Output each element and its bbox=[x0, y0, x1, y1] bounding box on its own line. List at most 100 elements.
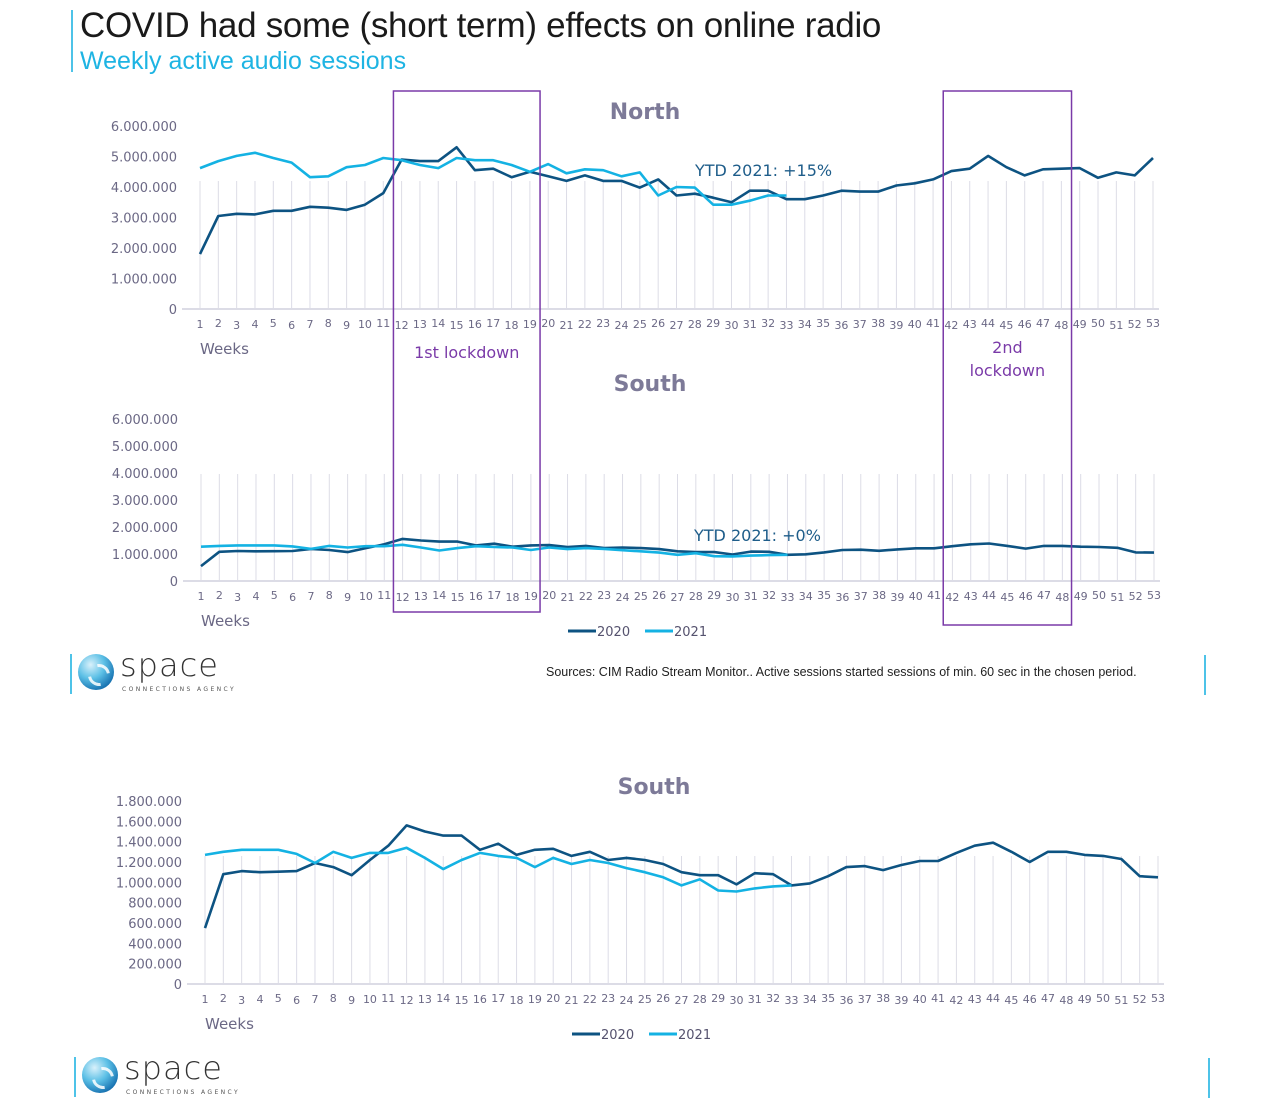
x-axis-label: Weeks bbox=[200, 340, 249, 358]
x-tick-label: 29 bbox=[711, 992, 725, 1005]
x-tick-label: 48 bbox=[1055, 591, 1069, 604]
x-tick-label: 9 bbox=[348, 994, 355, 1007]
x-tick-label: 10 bbox=[363, 993, 377, 1006]
x-tick-label: 8 bbox=[325, 317, 332, 330]
x-tick-label: 11 bbox=[376, 317, 390, 330]
y-tick-label: 0 bbox=[170, 575, 178, 590]
x-tick-label: 51 bbox=[1110, 591, 1124, 604]
x-tick-label: 25 bbox=[633, 318, 647, 331]
x-tick-label: 52 bbox=[1133, 993, 1147, 1006]
x-tick-label: 23 bbox=[597, 589, 611, 602]
x-tick-label: 45 bbox=[999, 319, 1013, 332]
ytd-annotation: YTD 2021: +15% bbox=[694, 161, 832, 180]
x-tick-label: 45 bbox=[1000, 591, 1014, 604]
x-tick-label: 4 bbox=[256, 993, 263, 1006]
y-tick-label: 3.000.000 bbox=[112, 494, 178, 509]
x-tick-label: 24 bbox=[616, 591, 630, 604]
x-tick-label: 13 bbox=[414, 590, 428, 603]
x-tick-label: 18 bbox=[506, 591, 520, 604]
logo-name: space bbox=[120, 646, 219, 684]
legend-label-2021: 2021 bbox=[674, 625, 707, 640]
legend-label-2021: 2021 bbox=[678, 1028, 711, 1043]
footer-accent-line-2 bbox=[1208, 1058, 1210, 1098]
x-tick-label: 43 bbox=[963, 318, 977, 331]
y-tick-label: 4.000.000 bbox=[111, 181, 177, 196]
x-tick-label: 40 bbox=[913, 993, 927, 1006]
x-tick-label: 31 bbox=[744, 590, 758, 603]
x-tick-label: 28 bbox=[688, 318, 702, 331]
globe-icon bbox=[78, 654, 114, 690]
logo-tagline: CONNECTIONS AGENCY bbox=[122, 686, 237, 693]
y-tick-label: 1.800.000 bbox=[116, 795, 182, 810]
y-tick-label: 200.000 bbox=[128, 958, 182, 973]
x-tick-label: 53 bbox=[1147, 589, 1161, 602]
x-tick-label: 5 bbox=[270, 317, 277, 330]
x-tick-label: 28 bbox=[693, 993, 707, 1006]
x-tick-label: 18 bbox=[510, 994, 524, 1007]
x-tick-label: 3 bbox=[238, 994, 245, 1007]
x-tick-label: 48 bbox=[1054, 319, 1068, 332]
x-tick-label: 36 bbox=[835, 591, 849, 604]
x-tick-label: 22 bbox=[578, 318, 592, 331]
x-tick-label: 33 bbox=[780, 591, 794, 604]
chart-title: North bbox=[610, 100, 681, 125]
x-axis-label: Weeks bbox=[201, 612, 250, 630]
x-tick-label: 14 bbox=[431, 317, 445, 330]
x-tick-label: 15 bbox=[451, 591, 465, 604]
footer-accent-line bbox=[1204, 655, 1206, 695]
x-tick-label: 12 bbox=[396, 591, 410, 604]
x-tick-label: 30 bbox=[729, 994, 743, 1007]
x-tick-label: 31 bbox=[748, 993, 762, 1006]
legends: 2020 2021 2020 2021 bbox=[568, 625, 711, 1043]
x-tick-label: 18 bbox=[505, 319, 519, 332]
x-tick-label: 26 bbox=[651, 317, 665, 330]
y-tick-label: 600.000 bbox=[128, 917, 182, 932]
x-tick-label: 49 bbox=[1074, 590, 1088, 603]
x-tick-label: 47 bbox=[1036, 317, 1050, 330]
x-tick-label: 20 bbox=[541, 317, 555, 330]
x-tick-label: 37 bbox=[854, 590, 868, 603]
x-tick-label: 32 bbox=[762, 589, 776, 602]
x-tick-label: 29 bbox=[706, 317, 720, 330]
y-tick-label: 1.400.000 bbox=[116, 836, 182, 851]
x-tick-label: 39 bbox=[890, 591, 904, 604]
logo-accent-line bbox=[70, 654, 72, 694]
y-tick-label: 0 bbox=[169, 303, 177, 318]
x-axis-label: Weeks bbox=[205, 1015, 254, 1033]
lockdown-2-label-line1: 2nd bbox=[992, 338, 1022, 357]
x-tick-label: 2 bbox=[216, 589, 223, 602]
x-tick-label: 16 bbox=[469, 590, 483, 603]
x-tick-label: 26 bbox=[656, 992, 670, 1005]
series-line-2021 bbox=[199, 151, 787, 206]
x-tick-label: 43 bbox=[964, 590, 978, 603]
x-tick-label: 4 bbox=[251, 318, 258, 331]
x-tick-label: 44 bbox=[981, 317, 995, 330]
x-tick-label: 11 bbox=[377, 589, 391, 602]
x-tick-label: 1 bbox=[198, 590, 205, 603]
source-note: Sources: CIM Radio Stream Monitor.. Acti… bbox=[546, 665, 1137, 679]
y-tick-label: 1.200.000 bbox=[116, 856, 182, 871]
y-tick-label: 5.000.000 bbox=[112, 440, 178, 455]
x-tick-label: 24 bbox=[620, 994, 634, 1007]
x-tick-label: 52 bbox=[1128, 318, 1142, 331]
x-tick-label: 33 bbox=[779, 319, 793, 332]
x-tick-label: 17 bbox=[491, 992, 505, 1005]
y-tick-label: 1.600.000 bbox=[116, 815, 182, 830]
x-tick-label: 6 bbox=[293, 994, 300, 1007]
x-tick-label: 52 bbox=[1129, 590, 1143, 603]
x-tick-label: 5 bbox=[271, 589, 278, 602]
x-tick-label: 16 bbox=[468, 318, 482, 331]
x-tick-label: 28 bbox=[689, 590, 703, 603]
space-logo: space CONNECTIONS AGENCY bbox=[70, 646, 270, 702]
x-tick-label: 8 bbox=[330, 992, 337, 1005]
x-tick-label: 1 bbox=[197, 318, 204, 331]
x-tick-label: 13 bbox=[413, 318, 427, 331]
x-tick-label: 39 bbox=[889, 319, 903, 332]
lockdown-1-label: 1st lockdown bbox=[414, 343, 519, 362]
x-tick-label: 10 bbox=[359, 590, 373, 603]
x-tick-label: 15 bbox=[450, 319, 464, 332]
globe-icon bbox=[82, 1057, 118, 1093]
x-tick-label: 34 bbox=[798, 318, 812, 331]
x-tick-label: 50 bbox=[1092, 589, 1106, 602]
y-tick-label: 1.000.000 bbox=[111, 273, 177, 288]
